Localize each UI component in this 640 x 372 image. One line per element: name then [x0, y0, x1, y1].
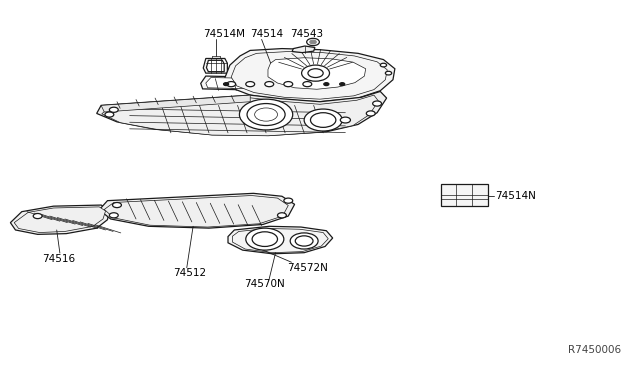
Circle shape	[340, 117, 351, 123]
Polygon shape	[228, 226, 333, 254]
Polygon shape	[99, 193, 294, 228]
Polygon shape	[204, 58, 227, 73]
Circle shape	[366, 111, 375, 116]
Circle shape	[113, 202, 122, 208]
Circle shape	[227, 81, 236, 87]
Circle shape	[239, 99, 292, 130]
Polygon shape	[207, 60, 224, 72]
Polygon shape	[206, 77, 369, 92]
Text: 74514: 74514	[250, 29, 284, 39]
Circle shape	[265, 81, 274, 87]
Polygon shape	[10, 205, 109, 234]
Polygon shape	[14, 207, 106, 232]
Circle shape	[246, 228, 284, 250]
Text: 74572N: 74572N	[287, 263, 328, 273]
Text: 74514M: 74514M	[204, 29, 245, 39]
Circle shape	[380, 63, 387, 67]
Polygon shape	[232, 228, 328, 253]
Text: R7450006: R7450006	[568, 344, 621, 355]
Polygon shape	[440, 184, 488, 206]
Circle shape	[301, 65, 330, 81]
Circle shape	[223, 83, 228, 86]
Circle shape	[109, 213, 118, 218]
Circle shape	[324, 83, 329, 86]
Circle shape	[303, 81, 312, 87]
Circle shape	[385, 71, 392, 75]
Circle shape	[255, 108, 278, 121]
Text: 74512: 74512	[173, 269, 206, 279]
Text: 74543: 74543	[290, 29, 323, 39]
Polygon shape	[292, 46, 315, 52]
Circle shape	[372, 101, 381, 106]
Circle shape	[278, 213, 286, 218]
Circle shape	[105, 112, 114, 117]
Circle shape	[284, 198, 292, 203]
Polygon shape	[101, 95, 250, 112]
Text: 74570N: 74570N	[244, 279, 285, 289]
Polygon shape	[268, 58, 365, 89]
Circle shape	[247, 103, 285, 125]
Circle shape	[109, 107, 118, 112]
Circle shape	[340, 83, 345, 86]
Circle shape	[246, 81, 255, 87]
Circle shape	[295, 236, 313, 246]
Circle shape	[33, 214, 42, 219]
Circle shape	[310, 40, 316, 44]
Circle shape	[310, 113, 336, 127]
Circle shape	[290, 233, 318, 249]
Text: 74516: 74516	[42, 254, 76, 264]
Circle shape	[307, 38, 319, 46]
Circle shape	[304, 109, 342, 131]
Circle shape	[308, 69, 323, 77]
Circle shape	[252, 232, 278, 247]
Polygon shape	[104, 196, 288, 227]
Polygon shape	[201, 76, 374, 93]
Circle shape	[284, 81, 292, 87]
Polygon shape	[102, 95, 378, 136]
Polygon shape	[97, 92, 387, 135]
Polygon shape	[225, 49, 395, 102]
Polygon shape	[231, 51, 387, 99]
Text: 74514N: 74514N	[495, 191, 536, 201]
